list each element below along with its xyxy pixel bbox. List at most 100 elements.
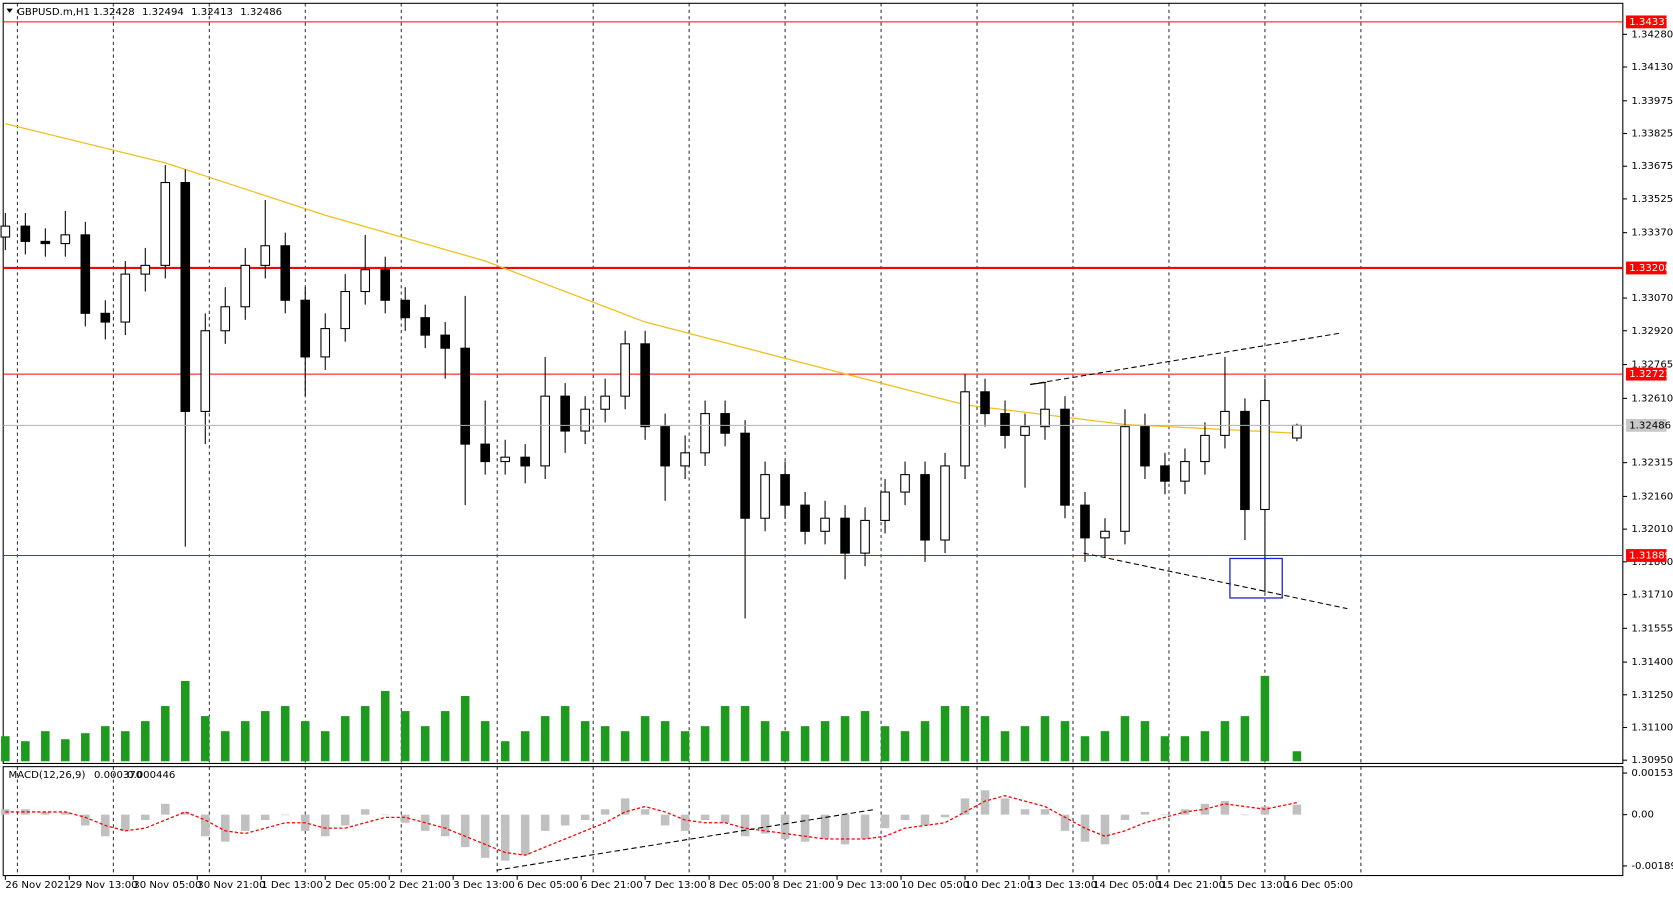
candle-body [1080, 504, 1090, 539]
current-price-label: 1.32486 [1629, 420, 1671, 431]
volume-bar [101, 726, 110, 762]
macd-bar [680, 814, 690, 831]
candle-body [360, 269, 371, 293]
volume-bar [61, 739, 70, 762]
macd-bar [560, 814, 570, 826]
menu-arrow[interactable] [6, 8, 13, 13]
y-tick-label: 1.33675 [1631, 161, 1673, 172]
volume-bar [1, 736, 10, 762]
volume-bar [161, 706, 170, 762]
macd-bar [580, 814, 590, 821]
y-tick-label: 1.34130 [1631, 62, 1673, 73]
candle-body [320, 328, 331, 358]
macd-signal-value: 0.000446 [127, 770, 175, 781]
candle-body [980, 391, 990, 415]
volume-bar [940, 706, 950, 762]
candle-body [160, 182, 171, 266]
y-tick-label: 1.32010 [1631, 524, 1673, 535]
volume-bar [680, 731, 690, 762]
volume-bar [960, 706, 970, 762]
macd-bar [340, 814, 350, 826]
macd-bar [780, 814, 790, 839]
volume-bar [201, 716, 210, 762]
volume-bar [580, 721, 590, 762]
x-tick-label: 14 Dec 21:00 [1157, 880, 1225, 891]
y-tick-label: 1.33825 [1631, 128, 1673, 139]
macd-bar [81, 814, 90, 826]
x-tick-label: 8 Dec 05:00 [709, 880, 771, 891]
volume-bar [1040, 716, 1050, 762]
volume-bar [300, 721, 310, 762]
volume-bar [900, 731, 910, 762]
volume-bar [700, 726, 710, 762]
candle-body [1060, 408, 1070, 506]
candle-body [1120, 426, 1130, 532]
y-tick-label: 1.31100 [1631, 722, 1673, 733]
macd-bar [360, 809, 370, 815]
volume-bar [780, 731, 790, 762]
level-label-box [1626, 367, 1667, 381]
y-tick-label: 1.33370 [1631, 228, 1673, 239]
macd-bar [940, 814, 950, 818]
symbol-label: GBPUSD.m,H1 [17, 7, 90, 18]
candle-body [620, 343, 630, 397]
volume-bar [640, 716, 650, 762]
macd-bar [240, 814, 250, 831]
volume-bar [660, 721, 670, 762]
volume-bar [1060, 721, 1070, 762]
volume-bar [141, 721, 150, 762]
macd-bar [920, 814, 930, 826]
header-high: 1.32494 [142, 7, 184, 18]
volume-bar [21, 741, 30, 762]
macd-bar [460, 814, 470, 848]
macd-y-tick-label: 0.00 [1631, 810, 1654, 821]
y-tick-label: 1.33525 [1631, 194, 1673, 205]
volume-bar [181, 680, 190, 762]
macd-bar [41, 811, 50, 815]
candle-body [240, 264, 251, 308]
macd-bar [840, 814, 850, 845]
macd-y-tick-label: -0.001898 [1631, 861, 1673, 872]
candle-body [820, 517, 830, 532]
volume-bar [1120, 716, 1130, 762]
volume-bar [1220, 721, 1230, 762]
candle-body [900, 474, 910, 493]
x-tick-label: 6 Dec 21:00 [581, 880, 643, 891]
candle-body [400, 299, 411, 319]
y-tick-label: 1.31860 [1631, 557, 1673, 568]
volume-bar [220, 731, 230, 762]
candle-body [280, 245, 291, 301]
macd-bar [1040, 809, 1050, 815]
macd-bar [440, 814, 450, 837]
volume-bar [1180, 736, 1190, 762]
macd-bar [520, 814, 530, 856]
macd-bar [820, 814, 830, 839]
volume-bar [1240, 716, 1250, 762]
macd-bar [1060, 814, 1070, 831]
macd-bar [800, 814, 810, 842]
candle-body [40, 240, 51, 245]
candle-body [1160, 465, 1170, 482]
volume-bar [560, 706, 570, 762]
volume-bar [420, 726, 430, 762]
volume-bar [121, 731, 130, 762]
y-tick-label: 1.31555 [1631, 623, 1673, 634]
volume-bar [1200, 731, 1210, 762]
y-tick-label: 1.30950 [1631, 755, 1673, 766]
candle-body [520, 456, 530, 467]
volume-bar [1140, 721, 1150, 762]
macd-bar [860, 814, 870, 839]
macd-bar [700, 814, 710, 821]
x-tick-label: 14 Dec 05:00 [1093, 880, 1161, 891]
level-label-box [1626, 261, 1667, 275]
macd-bar [260, 814, 270, 821]
volume-bar [520, 731, 530, 762]
volume-bar [600, 726, 610, 762]
macd-bar [380, 814, 390, 816]
candle-body [680, 452, 690, 467]
candle-body [580, 408, 590, 432]
candle-body [1040, 408, 1050, 428]
macd-bar [1260, 806, 1270, 815]
macd-bar [1292, 804, 1302, 815]
